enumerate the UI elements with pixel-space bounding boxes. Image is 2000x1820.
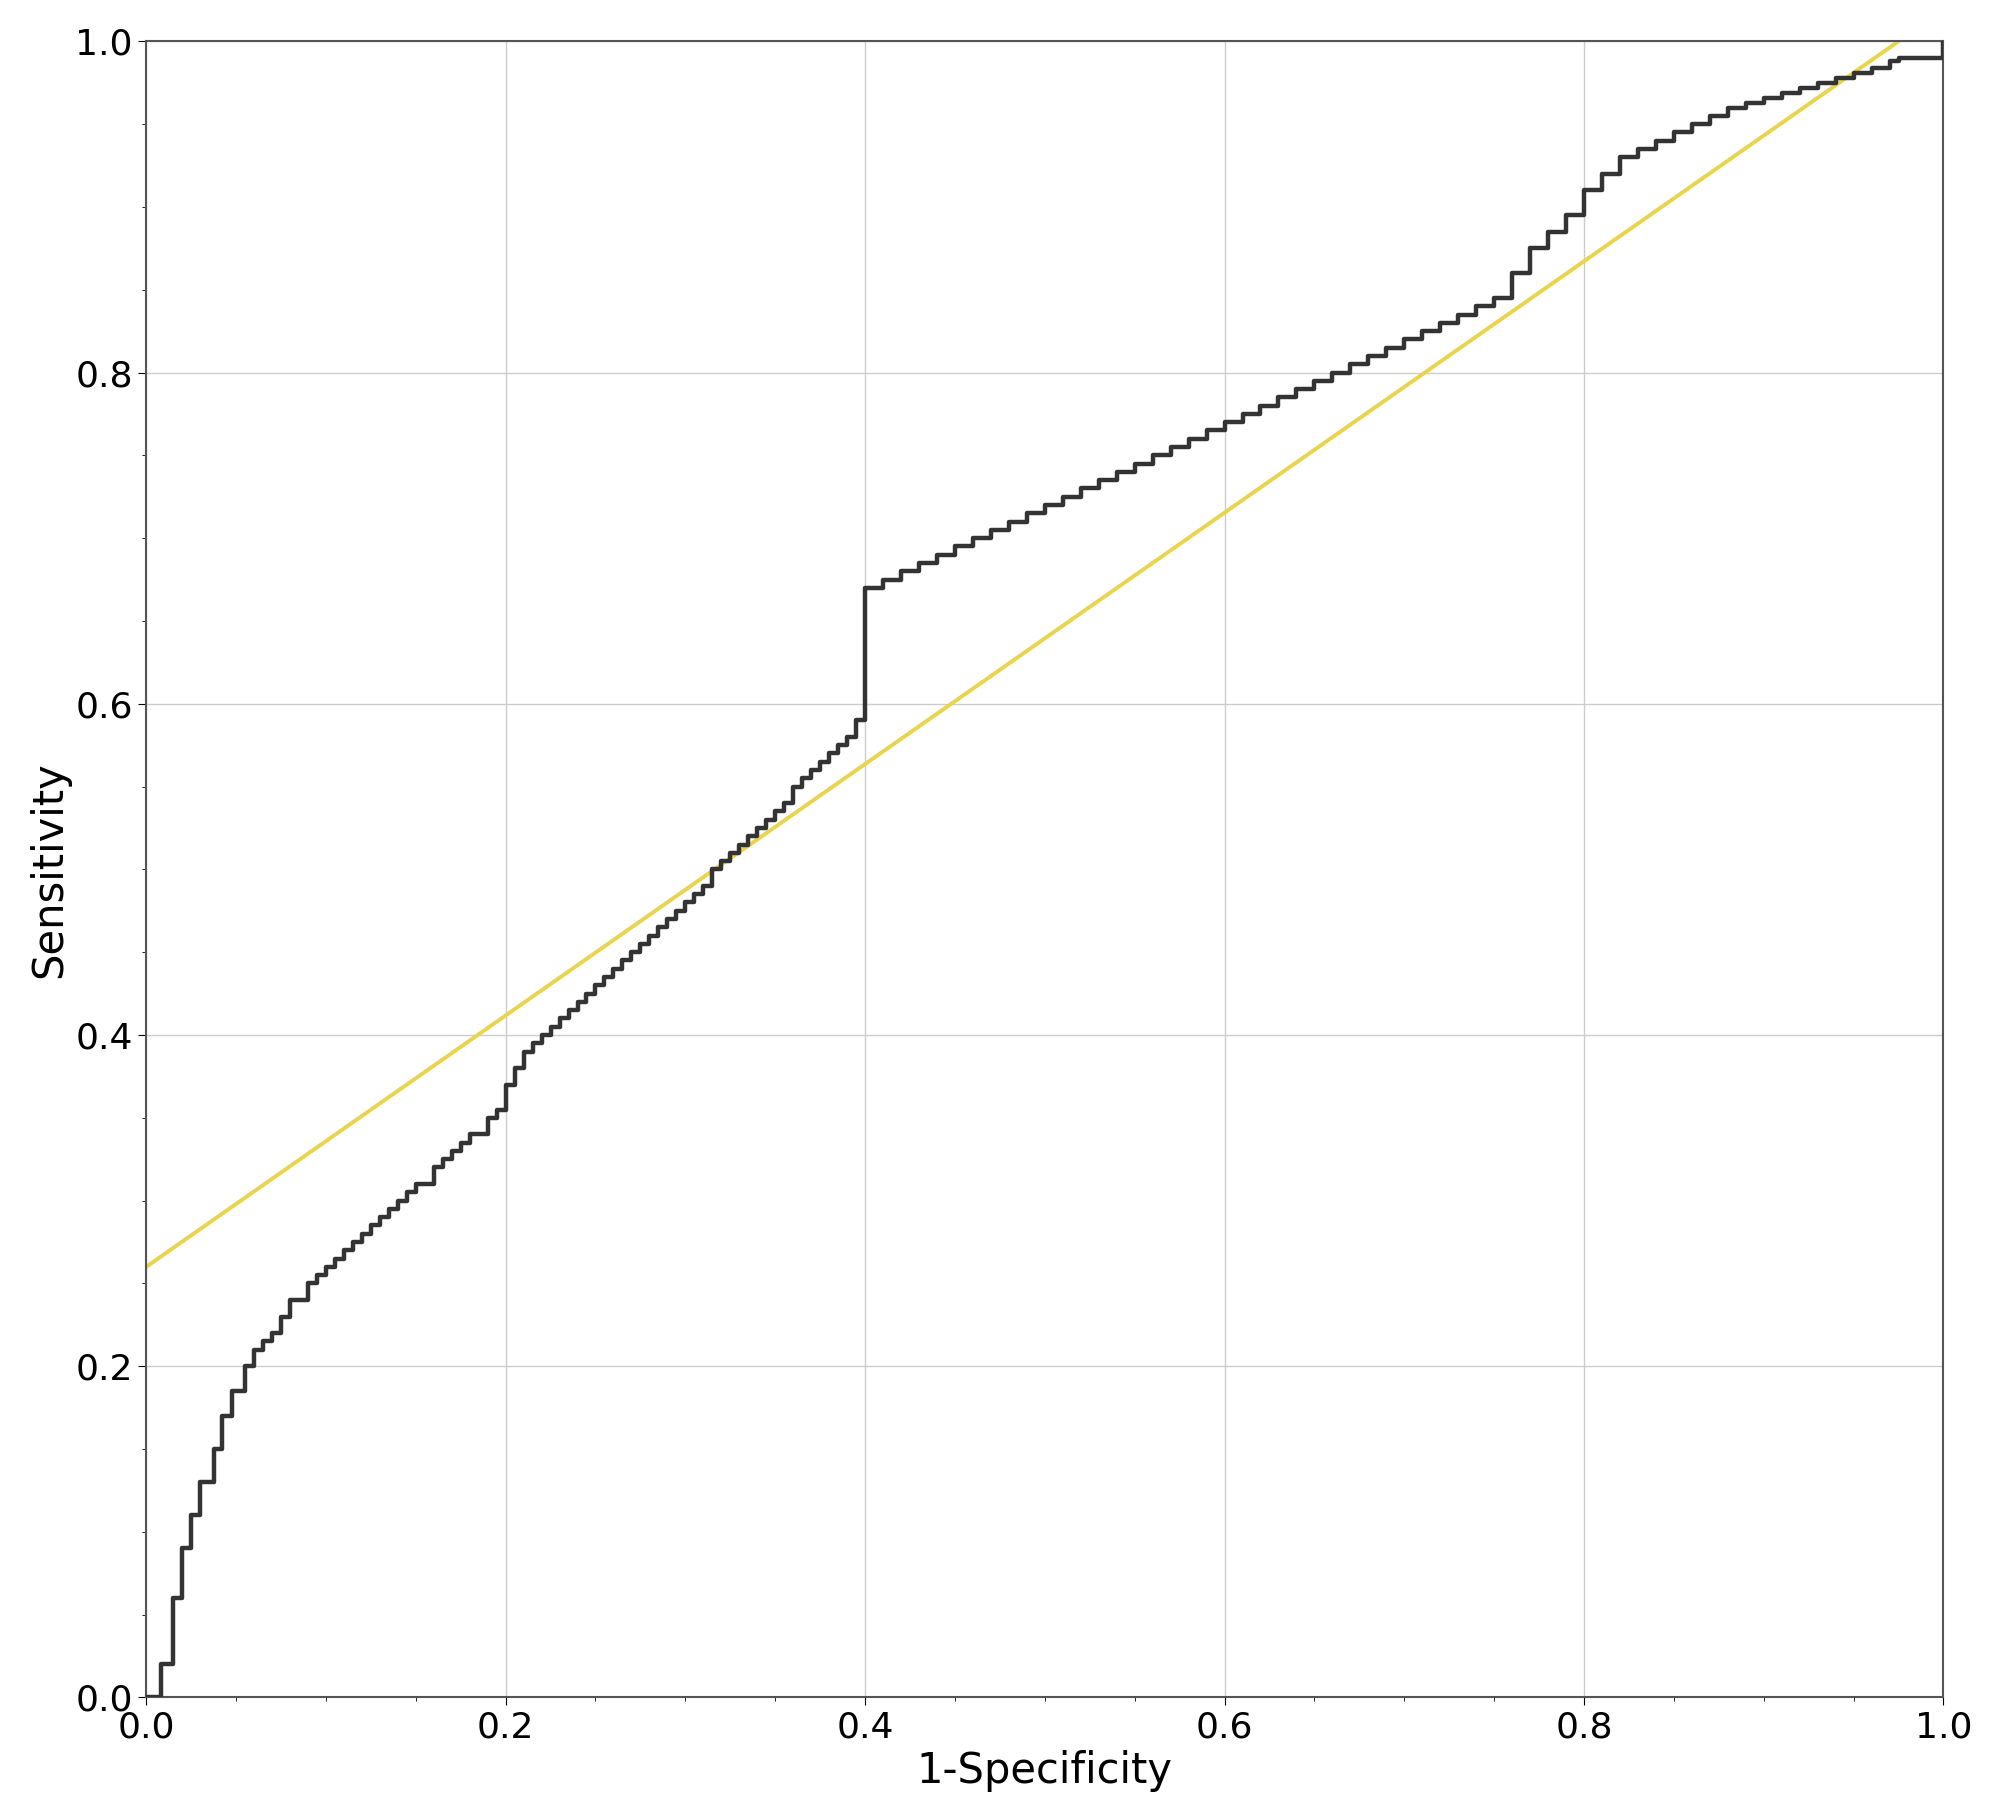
X-axis label: 1-Specificity: 1-Specificity	[916, 1751, 1172, 1793]
Y-axis label: Sensitivity: Sensitivity	[28, 761, 70, 977]
